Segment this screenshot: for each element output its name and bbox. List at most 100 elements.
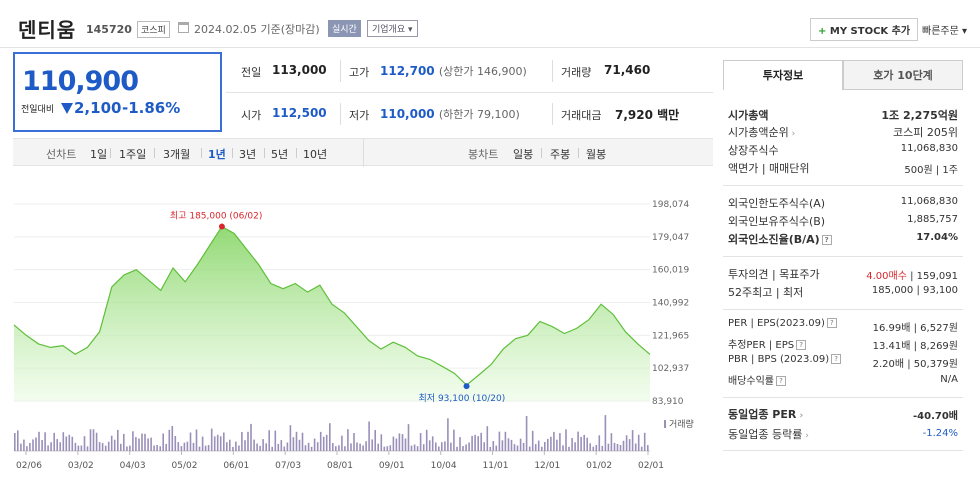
volume-bar xyxy=(501,440,504,451)
company-info-dropdown[interactable]: 기업개요 ▾ xyxy=(367,20,418,37)
est-per-value: 13.41배 | 8,269원 xyxy=(872,341,958,352)
volume-bar xyxy=(592,446,595,451)
volume-bar xyxy=(601,445,604,451)
volume-bar xyxy=(95,432,98,451)
help-icon[interactable]: ? xyxy=(776,376,786,386)
volume-bar xyxy=(132,431,134,451)
volume-bar xyxy=(395,438,398,451)
help-icon[interactable]: ? xyxy=(831,354,842,364)
volume-bar xyxy=(483,442,485,451)
volume-bar xyxy=(389,445,392,451)
tab-investment-info[interactable]: 투자정보 xyxy=(723,60,843,90)
per-eps-label: PER | EPS(2023.09) xyxy=(728,318,825,329)
market-cap-value: 1조 2,275억원 xyxy=(881,109,958,122)
help-icon[interactable]: ? xyxy=(826,318,837,328)
volume-bar xyxy=(295,431,298,451)
volume-bar xyxy=(495,445,498,451)
realtime-button[interactable]: 실시간 xyxy=(328,20,361,37)
volume-bar xyxy=(329,423,331,451)
help-icon[interactable]: ? xyxy=(821,235,832,245)
stock-code: 145720 xyxy=(86,23,132,36)
volume-bar xyxy=(195,429,198,451)
help-icon[interactable]: ? xyxy=(796,340,807,350)
open-value: 112,500 xyxy=(272,106,327,120)
volume-bar xyxy=(280,440,283,451)
period-10y[interactable]: 10년 xyxy=(303,148,328,161)
y-tick-label: 140,992 xyxy=(652,299,689,309)
period-5y[interactable]: 5년 xyxy=(271,148,289,161)
volume-bar xyxy=(38,431,40,451)
volume-bar xyxy=(477,436,479,451)
volume-bar xyxy=(368,421,370,451)
volume-bar xyxy=(253,439,255,451)
volume-bar xyxy=(250,423,252,451)
volume-bar xyxy=(562,445,564,451)
high-value: 112,700 (상한가 146,900) xyxy=(380,63,527,79)
market-cap-rank-value: 코스피 205위 xyxy=(893,126,958,139)
period-1y[interactable]: 1년 xyxy=(208,148,226,161)
volume-bar xyxy=(383,446,386,451)
volume-bar xyxy=(335,446,337,451)
volume-bar xyxy=(62,432,65,451)
volume-bar xyxy=(144,433,146,451)
volume-bar xyxy=(219,436,222,451)
period-3m[interactable]: 3개월 xyxy=(163,148,191,161)
foreign-limit-label: 외국인한도주식수(A) xyxy=(728,197,826,210)
candle-monthly[interactable]: 월봉 xyxy=(586,148,607,161)
x-tick-label: 10/04 xyxy=(431,461,457,471)
volume-bar xyxy=(71,436,74,451)
period-1w[interactable]: 1주일 xyxy=(119,148,147,161)
volume-bar xyxy=(153,445,155,451)
volume-bar xyxy=(622,440,625,451)
industry-per-link[interactable]: 동일업종 PER › xyxy=(728,406,803,422)
chart-period-bar: 선차트 1일 1주일 3개월 1년 3년 5년 10년 봉차트 일봉 주봉 월봉 xyxy=(13,138,713,167)
volume-bar xyxy=(541,446,543,451)
low-price: 110,000 xyxy=(380,107,435,121)
volume-bar xyxy=(20,443,22,451)
market-cap-label: 시가총액 xyxy=(728,109,769,122)
volume-bar xyxy=(256,443,258,451)
dividend-value: N/A xyxy=(940,374,958,385)
volume-bar xyxy=(92,429,95,451)
volume-bar xyxy=(235,441,237,451)
volume-bar xyxy=(444,441,446,451)
price-chart-svg: 198,074 179,047 160,019 140,992 121,965 102,9… xyxy=(13,200,694,471)
volume-bar xyxy=(310,446,313,451)
volume-bar xyxy=(120,443,122,451)
my-stock-add-button[interactable]: + MY STOCK 추가 xyxy=(810,18,919,41)
section-divider xyxy=(723,309,963,310)
volume-bar xyxy=(480,432,482,451)
volume-bar xyxy=(643,432,646,451)
period-3y[interactable]: 3년 xyxy=(239,148,257,161)
x-tick-label: 03/02 xyxy=(68,461,94,471)
industry-change-link[interactable]: 동일업종 등락률 › xyxy=(728,426,809,442)
volume-bar xyxy=(274,430,277,451)
volume-bar xyxy=(74,442,77,451)
divider xyxy=(264,148,265,158)
volume-bar xyxy=(386,446,389,451)
volume-bar xyxy=(577,431,579,451)
quick-order-dropdown[interactable]: 빠른주문 ▾ xyxy=(922,22,967,37)
period-1d[interactable]: 1일 xyxy=(90,148,108,161)
volume-bar xyxy=(610,433,613,451)
volume-bar xyxy=(453,429,455,451)
divider xyxy=(363,139,364,167)
pbr-bps-label: PBR | BPS (2023.09) xyxy=(728,354,830,365)
x-tick-label: 07/03 xyxy=(275,461,301,471)
industry-per-label: 동일업종 PER xyxy=(728,408,797,421)
volume-bar xyxy=(522,443,525,451)
high-price: 112,700 xyxy=(380,64,435,78)
candle-daily[interactable]: 일봉 xyxy=(513,148,534,161)
volume-bar xyxy=(547,438,549,451)
volume-bar xyxy=(83,436,86,451)
divider xyxy=(201,148,202,158)
market-cap-rank-label: 시가총액순위 xyxy=(728,126,789,139)
market-cap-rank-link[interactable]: 시가총액순위 › xyxy=(728,124,795,140)
candle-weekly[interactable]: 주봉 xyxy=(550,148,571,161)
high-annotation: 최고 185,000 (06/02) xyxy=(170,211,262,222)
volume-bar xyxy=(226,442,228,451)
divider xyxy=(232,148,233,158)
volume-bar xyxy=(353,433,355,451)
volume-bar xyxy=(53,432,55,451)
tab-orderbook[interactable]: 호가 10단계 xyxy=(843,60,963,90)
